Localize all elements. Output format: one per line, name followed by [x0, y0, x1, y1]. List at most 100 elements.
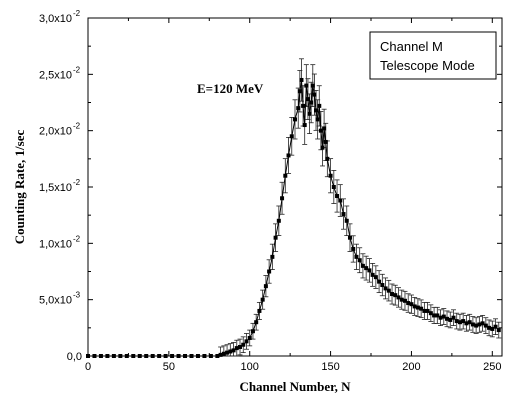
data-point	[467, 320, 472, 325]
data-point	[276, 218, 281, 223]
data-point	[296, 106, 301, 111]
data-point	[383, 286, 388, 291]
data-point	[422, 308, 427, 313]
data-point	[367, 268, 372, 273]
data-point	[438, 315, 443, 320]
data-point	[341, 212, 346, 217]
legend-line-2: Telescope Mode	[380, 58, 475, 73]
data-point	[373, 275, 378, 280]
data-point	[131, 354, 136, 358]
data-point	[163, 354, 168, 358]
y-tick-label: 2,0x10	[39, 126, 72, 138]
data-point	[244, 339, 249, 344]
data-point	[231, 348, 236, 353]
data-point	[354, 254, 359, 259]
data-point	[280, 196, 285, 201]
data-point	[322, 126, 327, 131]
data-point	[317, 103, 322, 108]
data-point	[335, 194, 340, 199]
data-point	[283, 173, 288, 178]
y-tick-label: 1,0x10	[39, 238, 72, 250]
data-point	[270, 254, 275, 259]
y-axis: 0,05,0x10 -31,0x10 -21,5x10 -22,0x10 -22,5x1…	[39, 9, 502, 363]
data-point	[480, 321, 485, 326]
x-tick-label: 250	[483, 361, 501, 373]
data-point	[483, 323, 488, 328]
data-point	[396, 295, 401, 300]
data-point	[234, 346, 239, 351]
data-point	[399, 297, 404, 302]
data-point	[320, 145, 325, 150]
data-point	[105, 354, 110, 358]
x-axis: 0 50 100 150 200 250	[85, 18, 501, 373]
data-point	[380, 283, 385, 288]
data-point	[441, 314, 446, 319]
data-point	[390, 292, 395, 297]
data-point	[118, 354, 123, 358]
data-point	[344, 218, 349, 223]
data-markers	[86, 77, 501, 358]
data-point	[189, 354, 194, 358]
data-point	[225, 350, 230, 355]
x-tick-label: 100	[241, 361, 259, 373]
data-point	[409, 302, 414, 307]
data-point	[150, 354, 155, 358]
data-point	[445, 316, 450, 321]
y-tick-label: 0,0	[67, 351, 82, 363]
data-point	[221, 351, 226, 356]
data-point	[273, 235, 278, 240]
legend-box: Channel M Telescope Mode	[369, 31, 497, 80]
data-point	[307, 111, 312, 116]
x-tick-label: 200	[402, 361, 420, 373]
data-point	[338, 198, 343, 203]
data-point	[496, 328, 501, 333]
data-point	[323, 139, 328, 144]
data-point	[218, 352, 223, 357]
data-point	[297, 89, 302, 94]
data-point	[305, 97, 310, 102]
legend-line-1: Channel M	[380, 39, 443, 54]
data-point	[415, 305, 420, 310]
data-point	[435, 313, 440, 318]
data-point	[406, 301, 411, 306]
data-point	[289, 134, 294, 139]
data-point	[454, 319, 459, 324]
data-point	[461, 319, 466, 324]
y-axis-title: Counting Rate, 1/sec	[12, 130, 27, 245]
data-point	[195, 354, 200, 358]
data-point	[474, 323, 479, 328]
data-point	[351, 246, 356, 251]
y-tick-label: 1,5x10	[39, 182, 72, 194]
data-point	[487, 325, 492, 330]
data-point	[428, 311, 433, 316]
data-point	[250, 329, 255, 334]
data-point	[263, 284, 268, 289]
data-point	[493, 324, 498, 329]
y-tick-label: 2,5x10	[39, 69, 72, 81]
data-point	[299, 77, 304, 82]
data-point	[157, 354, 162, 358]
data-point	[170, 354, 175, 358]
data-point	[176, 354, 181, 358]
data-point	[228, 349, 233, 354]
data-point	[314, 108, 319, 113]
data-point	[92, 354, 97, 358]
x-tick-label: 0	[85, 361, 91, 373]
data-point	[241, 342, 246, 347]
data-point	[477, 322, 482, 327]
data-point	[451, 315, 456, 320]
y-tick-exponent: -2	[73, 234, 81, 243]
data-point	[331, 185, 336, 189]
legend-frame	[369, 31, 497, 80]
data-point	[448, 317, 453, 322]
data-point	[370, 272, 375, 277]
data-point	[425, 308, 430, 313]
data-point	[238, 344, 243, 349]
data-point	[470, 322, 475, 327]
data-point	[412, 304, 417, 309]
data-point	[111, 354, 116, 358]
y-tick-exponent: -2	[73, 65, 81, 74]
data-point	[304, 83, 309, 88]
y-tick-label: 3,0x10	[39, 13, 72, 25]
